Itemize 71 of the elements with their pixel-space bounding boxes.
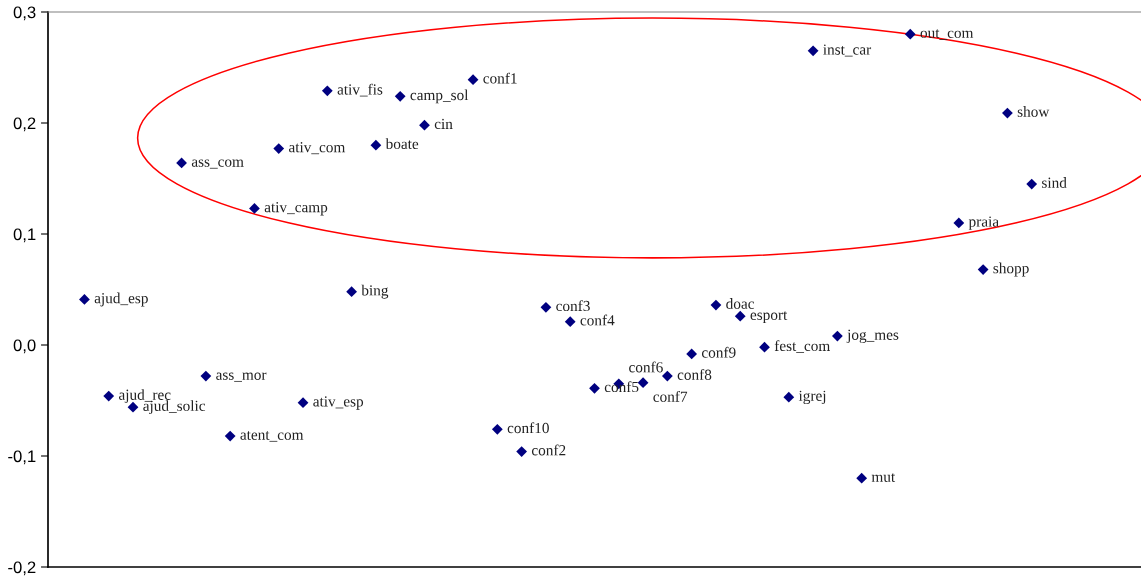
data-label: ass_com (191, 159, 244, 169)
point (953, 217, 965, 229)
point (419, 119, 430, 131)
point (273, 143, 285, 154)
data-label: conf7 (653, 390, 688, 402)
data-label: doac (726, 298, 755, 309)
data-label: conf8 (677, 369, 712, 380)
point (79, 294, 90, 305)
y-tick-label: -0,2 (8, 561, 36, 576)
data-label: boate (385, 138, 419, 150)
y-tick-label: 0,0 (13, 339, 36, 354)
point (734, 310, 746, 322)
data-label: conf1 (483, 72, 517, 84)
point (103, 390, 115, 402)
point (176, 157, 187, 169)
point (516, 446, 528, 457)
y-tick-label: 0,1 (13, 228, 36, 243)
data-label: shopp (993, 262, 1029, 277)
point (297, 397, 309, 409)
data-label: ativ_fis (337, 83, 383, 97)
data-label: sind (1042, 177, 1067, 188)
point (321, 85, 333, 97)
point (564, 316, 576, 328)
data-label: conf5 (604, 381, 639, 393)
data-label: conf9 (701, 346, 736, 358)
point (856, 472, 868, 484)
point (346, 286, 357, 298)
data-label: fest_com (774, 340, 831, 353)
point (540, 301, 552, 313)
point (904, 28, 916, 40)
y-tick-label: 0,2 (13, 117, 36, 132)
point (807, 45, 819, 57)
point (370, 139, 382, 151)
point (589, 382, 600, 394)
data-label: cin (434, 118, 453, 130)
point (710, 299, 722, 311)
data-label: ajud_esp (94, 292, 148, 307)
data-label: atent_com (240, 431, 304, 442)
y-tick-label: 0,3 (13, 6, 36, 21)
data-label: jog_mes (846, 329, 899, 344)
point (467, 74, 479, 86)
data-label: praia (968, 216, 999, 230)
data-label: conf3 (556, 300, 590, 312)
point (686, 348, 698, 360)
point (200, 370, 212, 382)
point (249, 203, 260, 214)
data-label: mut (871, 473, 896, 483)
data-label: camp_sol (410, 89, 469, 104)
point (394, 90, 406, 102)
data-label: ativ_com (289, 142, 346, 155)
data-label: bing (361, 284, 389, 299)
data-label: out_com (920, 29, 974, 40)
data-label: ativ_camp (264, 202, 328, 216)
data-label: conf6 (629, 361, 663, 373)
data-label: esport (750, 311, 788, 324)
point (491, 423, 503, 435)
data-label: conf4 (580, 314, 615, 326)
y-tick-label: -0,1 (8, 450, 36, 465)
data-label: ativ_esp (313, 396, 364, 410)
point (759, 341, 770, 353)
data-label: conf2 (531, 444, 566, 456)
data-label: inst_car (823, 44, 872, 57)
point (832, 330, 843, 342)
point (661, 370, 673, 382)
data-label: igrej (798, 390, 826, 405)
point (224, 430, 236, 442)
data-label: show (1017, 106, 1050, 117)
point (783, 391, 795, 403)
data-label: ass_mor (216, 372, 267, 382)
data-label: conf10 (507, 422, 549, 434)
point (1026, 178, 1038, 190)
